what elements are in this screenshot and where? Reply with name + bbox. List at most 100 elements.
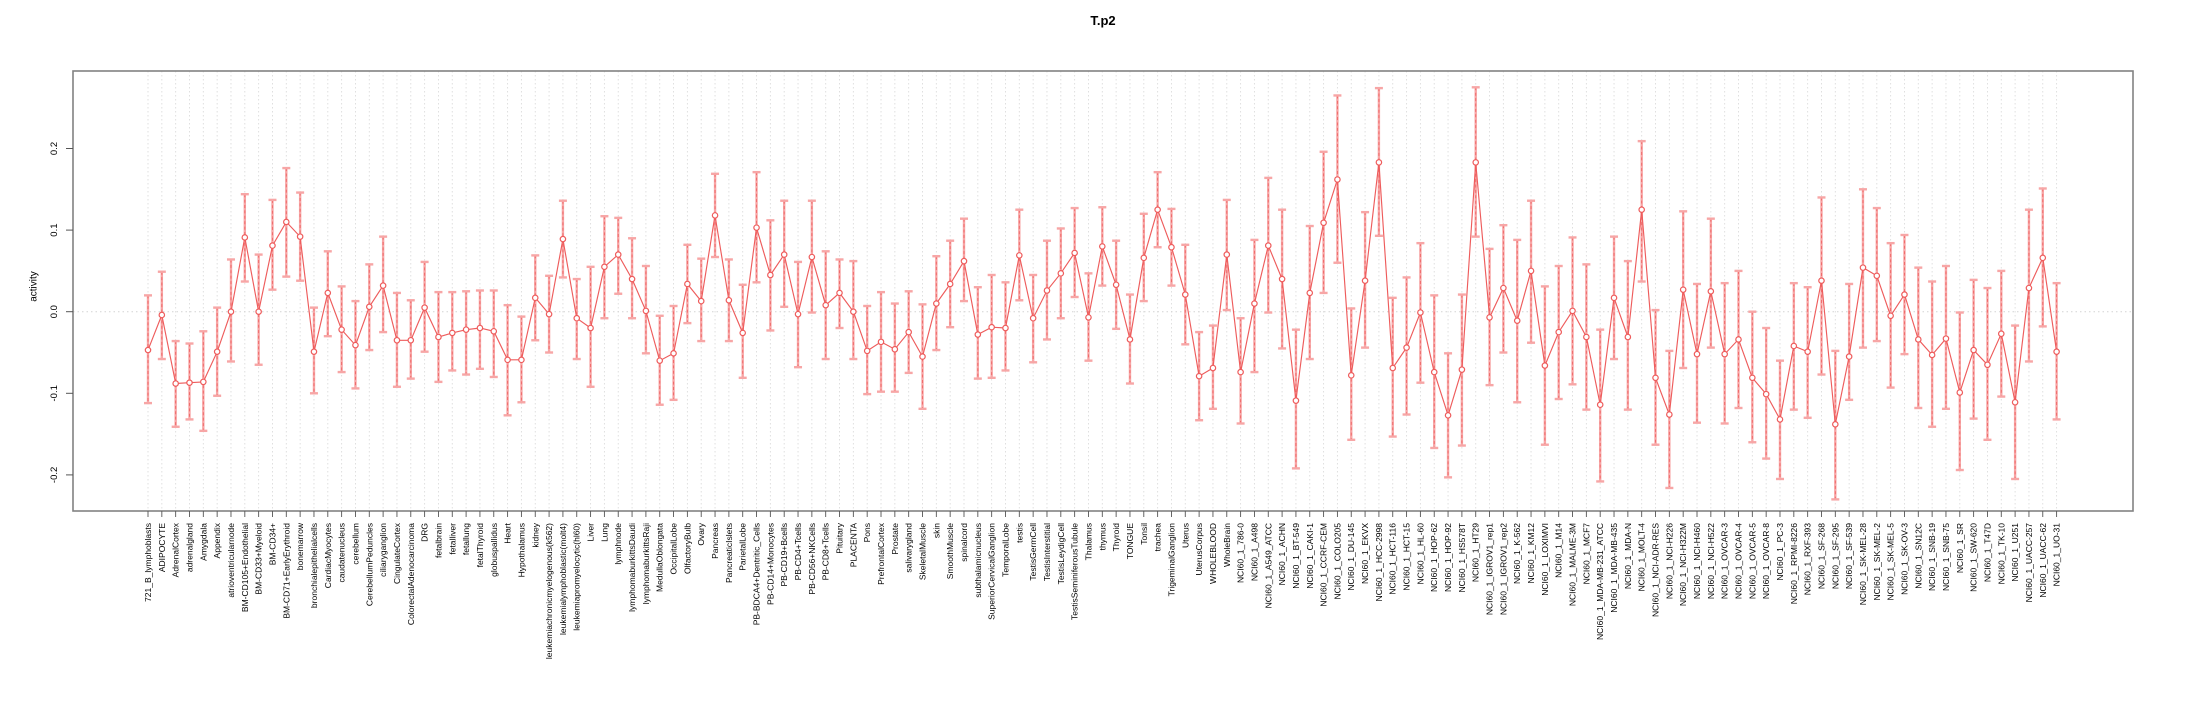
x-category-label: Thalamus	[1083, 523, 1093, 560]
data-point	[974, 331, 982, 338]
data-point	[601, 263, 608, 271]
data-point	[1071, 249, 1078, 257]
data-point	[1195, 372, 1203, 380]
data-point	[1292, 397, 1300, 404]
x-category-label: Tonsil	[1139, 523, 1149, 545]
data-point	[1984, 361, 1991, 369]
data-point	[1403, 344, 1410, 351]
x-category-label: NCI60_1_UO-31	[2052, 523, 2062, 587]
chart-title: T.p2	[1090, 13, 1116, 28]
data-point	[1997, 330, 2005, 338]
x-category-label: NCI60_1_SN12C	[1913, 523, 1923, 589]
x-category-label: BM-CD33+Myeloid	[254, 523, 264, 595]
x-category-label: TestisInterstitial	[1042, 523, 1052, 581]
data-point	[1638, 206, 1645, 214]
x-category-label: PB-CD56+NKCells	[807, 523, 817, 595]
x-category-label: PB-CD4+Tcells	[793, 523, 803, 580]
x-category-label: NCI60_1_SK-MEL-28	[1858, 523, 1868, 605]
x-category-label: NCI60_1_U251	[2010, 523, 2020, 582]
data-point	[1652, 374, 1659, 382]
data-point	[352, 341, 359, 349]
data-point	[877, 338, 885, 346]
x-category-label: NCI60_1_BT-549	[1291, 523, 1301, 589]
data-point	[269, 242, 276, 249]
x-category-label: Amygdala	[198, 523, 208, 561]
data-point	[1776, 416, 1784, 423]
x-category-label: NCI60_1_OVCAR-3	[1720, 523, 1730, 599]
data-point	[1583, 333, 1590, 341]
x-category-label: NCI60_1_SF-268	[1816, 523, 1826, 589]
x-category-label: Hypothalamus	[516, 523, 526, 577]
x-category-label: salivarygland	[904, 523, 914, 573]
data-point	[200, 378, 207, 386]
data-point	[573, 314, 581, 322]
data-point	[1126, 336, 1134, 343]
x-category-label: trachea	[1153, 523, 1163, 552]
data-point	[1361, 277, 1369, 284]
x-category-label: NCI60_1_PC-3	[1775, 523, 1785, 581]
data-point	[1085, 314, 1092, 321]
x-category-label: NCI60_1_EKVX	[1360, 523, 1370, 584]
data-point	[933, 300, 940, 307]
data-point	[338, 326, 345, 333]
x-category-label: caudatenucleus	[337, 523, 347, 583]
data-point	[1154, 206, 1161, 214]
data-point	[144, 346, 152, 354]
x-category-label: skin	[931, 523, 941, 538]
x-category-label: NCI60_1_MDA-MB-231_ATCC	[1595, 523, 1605, 640]
x-category-label: Lung	[599, 523, 609, 542]
data-point	[780, 251, 788, 258]
x-category-label: NCI60_1_RXF-393	[1803, 523, 1813, 596]
x-category-label: SuperiorCervicalGanglion	[987, 523, 997, 620]
data-point	[462, 326, 470, 333]
y-tick-label: 0.0	[49, 305, 60, 318]
data-point	[739, 329, 747, 337]
data-point	[863, 347, 871, 355]
x-category-label: Prostate	[890, 523, 900, 555]
x-category-label: CerebellumPeduncles	[364, 523, 374, 606]
x-category-label: bonemarrow	[295, 522, 305, 570]
data-point	[1500, 284, 1507, 292]
x-category-label: BM-CD71+EarlyErythroid	[281, 523, 291, 619]
data-point	[227, 308, 235, 316]
data-point	[670, 350, 677, 357]
x-category-label: 721_B_lymphoblasts	[143, 523, 153, 602]
data-point	[1458, 366, 1466, 373]
x-category-label: NCI60_1_HOP-92	[1443, 523, 1453, 592]
x-category-label: NCI60_1_SK-MEL-5	[1886, 523, 1896, 601]
x-category-label: PrefrontalCortex	[876, 522, 886, 585]
x-category-label: Pancreas	[710, 523, 720, 559]
data-point	[1721, 350, 1728, 358]
x-category-label: DRG	[420, 523, 430, 542]
x-category-label: Pituitary	[835, 522, 845, 553]
x-category-label: globuspallidus	[489, 523, 499, 577]
data-point	[656, 357, 664, 364]
data-point	[836, 289, 843, 297]
data-point	[697, 297, 705, 305]
x-category-label: MedullaOblongata	[655, 523, 665, 592]
data-point	[753, 224, 760, 231]
data-point	[1596, 401, 1604, 409]
x-category-label: NCI60_1_SR	[1955, 523, 1965, 573]
data-line	[147, 162, 2058, 425]
data-point	[2025, 284, 2033, 292]
x-category-label: NCI60_1_SNB-19	[1927, 523, 1937, 591]
y-tick-label: -0.1	[49, 385, 60, 401]
data-point	[1430, 368, 1438, 376]
data-point	[1251, 300, 1258, 307]
data-point	[767, 271, 774, 279]
data-point	[1334, 176, 1341, 183]
data-point	[1043, 287, 1051, 294]
x-category-label: Thyroid	[1111, 523, 1121, 552]
x-category-label: cerebellum	[350, 523, 360, 565]
data-point	[296, 233, 304, 240]
x-category-label: NCI60_1_A549_ATCC	[1263, 523, 1273, 608]
data-point	[448, 329, 456, 337]
data-point	[283, 218, 290, 226]
data-point	[1389, 364, 1397, 372]
data-point	[241, 234, 249, 241]
data-point	[1666, 411, 1673, 418]
x-category-label: NCI60_1_CCRF-CEM	[1319, 523, 1329, 607]
x-category-label: NCI60_1_SF-295	[1830, 523, 1840, 589]
